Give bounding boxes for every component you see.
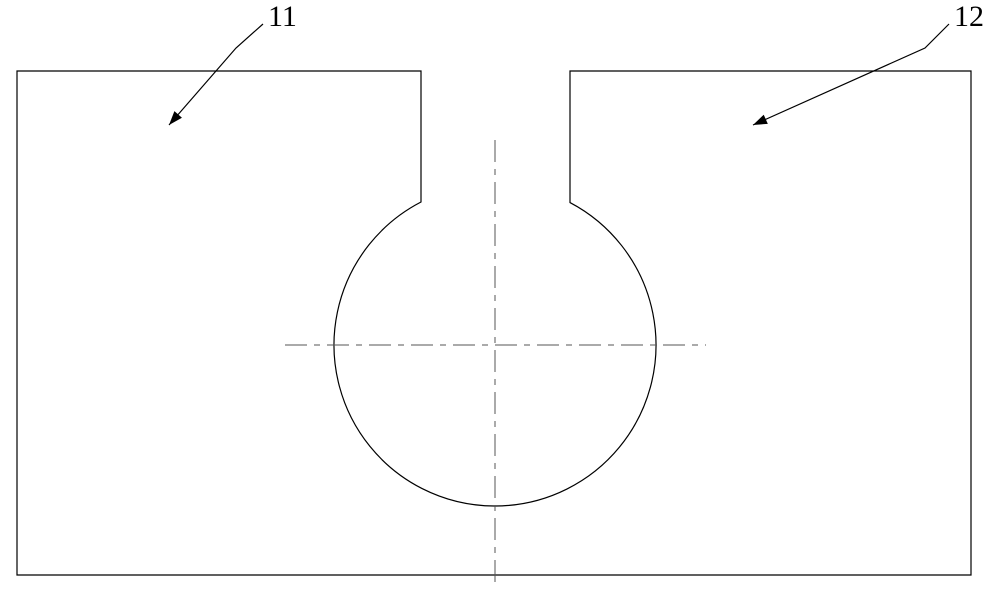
callout-label-12: 12 xyxy=(954,0,984,34)
leader-12-line xyxy=(753,24,949,125)
callout-label-11: 11 xyxy=(268,0,297,34)
part-outline xyxy=(17,71,971,575)
leader-12-arrowhead xyxy=(753,115,768,125)
leader-11-line xyxy=(169,24,263,125)
technical-drawing xyxy=(0,0,1000,597)
